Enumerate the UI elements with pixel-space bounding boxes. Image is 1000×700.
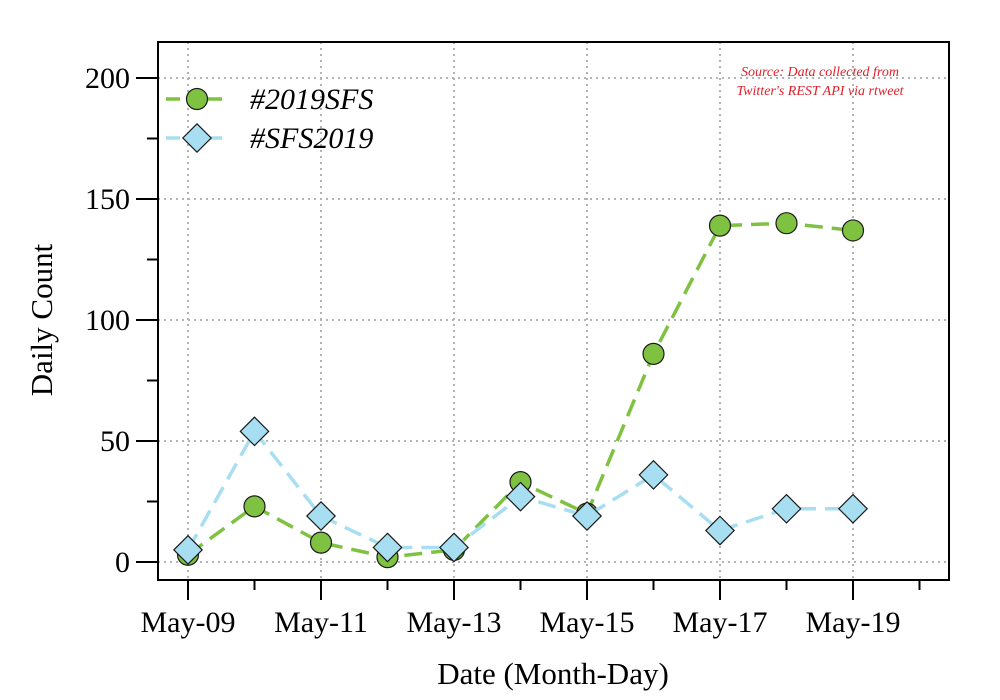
- plot-frame: [157, 41, 950, 581]
- data-point: [172, 534, 204, 565]
- data-point: [771, 493, 802, 524]
- series-2: [172, 416, 869, 565]
- legend: #2019SFS #SFS2019: [166, 83, 373, 155]
- data-point: [239, 416, 270, 447]
- legend-marker: [181, 122, 213, 154]
- legend-item: #2019SFS: [166, 83, 373, 116]
- legend-item: #SFS2019: [166, 122, 373, 155]
- data-point: [372, 532, 403, 563]
- legend-label: #2019SFS: [250, 83, 373, 116]
- data-point: [642, 342, 665, 365]
- source-annotation-line-1: Source: Data collected from: [741, 65, 899, 80]
- data-point: [309, 531, 333, 554]
- legend-label: #SFS2019: [250, 122, 373, 155]
- data-point: [704, 515, 736, 546]
- x-axis-title: Date (Month-Day): [437, 656, 669, 691]
- data-point: [243, 495, 266, 518]
- x-tick-label: May-17: [673, 606, 768, 639]
- y-tick-label: 100: [85, 304, 130, 337]
- axes: 0 50 100 150 200 May-09 May-11 May-13 May-15 May-…: [85, 62, 921, 639]
- data-point: [837, 493, 869, 524]
- source-annotation: Source: Data collected from Twitter's RE…: [736, 65, 904, 99]
- y-tick-label: 0: [115, 546, 130, 579]
- legend-marker: [185, 87, 209, 111]
- x-tick-label: May-13: [407, 606, 502, 639]
- series-1: [176, 212, 865, 569]
- x-tick-label: May-15: [540, 606, 635, 639]
- data-point: [638, 459, 669, 490]
- data-point: [505, 481, 536, 512]
- data-point: [841, 219, 865, 242]
- data-point: [708, 214, 732, 237]
- x-tick-label: May-09: [141, 606, 236, 639]
- source-annotation-line-2: Twitter's REST API via rtweet: [736, 84, 904, 99]
- y-axis-title: Daily Count: [24, 243, 59, 396]
- y-tick-label: 50: [100, 425, 130, 458]
- y-tick-label: 200: [85, 62, 130, 95]
- y-tick-label: 150: [85, 183, 130, 216]
- data-point: [571, 500, 603, 532]
- x-tick-label: May-11: [274, 606, 368, 639]
- data-point: [438, 532, 470, 563]
- x-tick-label: May-19: [806, 606, 901, 639]
- series-layer: [172, 212, 869, 569]
- data-point: [775, 212, 798, 235]
- data-point: [305, 500, 337, 532]
